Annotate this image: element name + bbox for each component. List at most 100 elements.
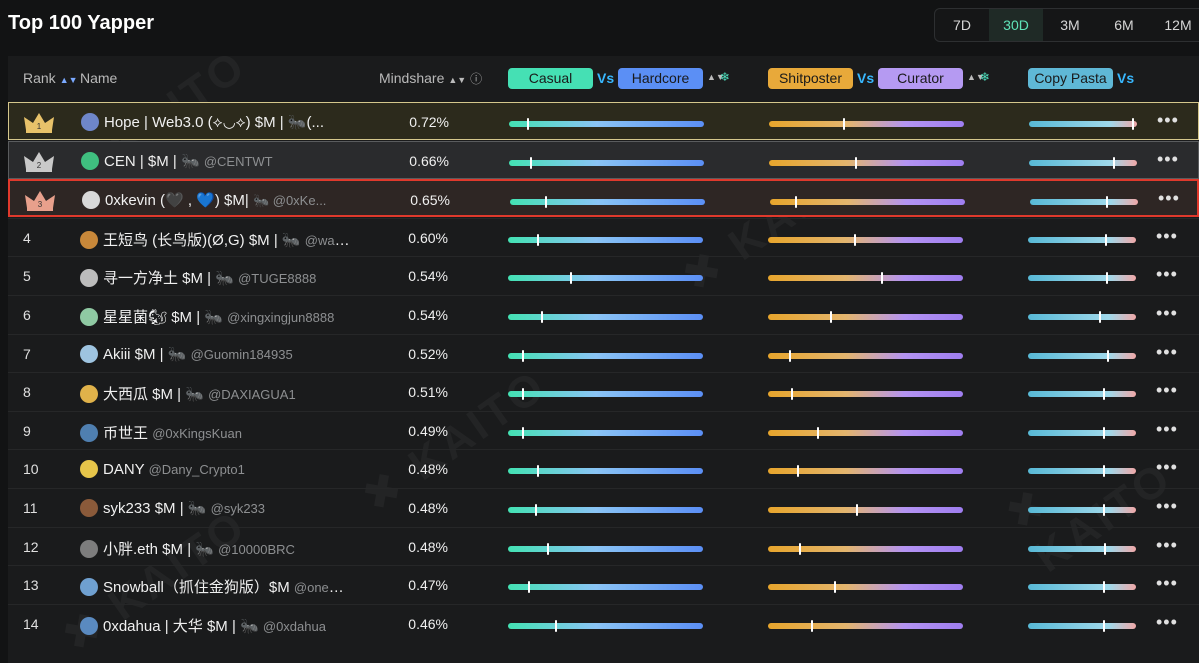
more-options-icon[interactable]: •••	[1157, 110, 1179, 130]
mindshare-value: 0.46%	[408, 615, 448, 632]
table-row[interactable]: 9 币世王 @0xKingsKuan 0.49% •••	[8, 410, 1199, 450]
sort-icon: ▲▼	[448, 75, 467, 85]
more-options-icon[interactable]: •••	[1156, 264, 1178, 285]
more-options-icon[interactable]: •••	[1156, 303, 1178, 323]
bar-marker	[1113, 156, 1116, 169]
mindshare-value: 0.48%	[408, 538, 448, 555]
copy-pasta-label: Copy Pasta	[1028, 68, 1113, 89]
more-options-icon[interactable]: •••	[1156, 573, 1178, 594]
bar-marker	[526, 118, 529, 130]
table-row[interactable]: 13 Snowball（抓住金狗版）$M @one_s... 0.47% •••	[8, 565, 1199, 604]
more-options-icon[interactable]: •••	[1156, 380, 1178, 401]
display-name: 0xkevin (🖤 , 💙) $M|	[105, 192, 249, 210]
vs-label: Vs	[1117, 70, 1135, 86]
settings-icon[interactable]: ❄	[980, 70, 991, 84]
info-icon: ⓘ	[470, 72, 483, 86]
copy-pasta-bar	[1028, 388, 1136, 401]
user-handle: @Dany_Crypto1	[148, 462, 245, 478]
more-options-icon[interactable]: •••	[1156, 611, 1178, 632]
mindshare-value: 0.47%	[408, 577, 448, 594]
period-12m[interactable]: 12M	[1164, 17, 1192, 33]
leaderboard-table: ✖ KAITO ✖ KAITO ✖ KAITO ✖ KAITO ✖ KAITO …	[8, 56, 1199, 663]
sort-icon[interactable]: ▲▼	[967, 72, 985, 82]
casual-hardcore-bar	[508, 233, 703, 246]
table-row[interactable]: 10 DANY @Dany_Crypto1 0.48% •••	[8, 449, 1199, 488]
yapper-name[interactable]: 大西瓜 $M | 🐜 @DAXIAGUA1	[80, 383, 350, 404]
yapper-name[interactable]: 王短鸟 (长鸟版)(Ø,G) $M | 🐜 @wang...	[80, 229, 350, 250]
mindshare-header[interactable]: Mindshare ▲▼ ⓘ	[379, 70, 482, 87]
more-options-icon[interactable]: •••	[1156, 418, 1178, 439]
display-name: 寻一方净土 $M | 🐜	[103, 270, 234, 288]
bar-marker	[1105, 196, 1108, 209]
copy-pasta-bar	[1028, 233, 1136, 246]
yapper-name[interactable]: DANY @Dany_Crypto1	[80, 460, 350, 479]
bar-marker	[1102, 465, 1105, 478]
rank-number: 4	[23, 229, 31, 246]
period-7d[interactable]: 7D	[953, 17, 971, 33]
display-name: CEN | $M | 🐜	[104, 152, 200, 170]
rank-number: 5	[23, 268, 31, 285]
yapper-name[interactable]: 币世王 @0xKingsKuan	[80, 422, 350, 443]
bar-marker	[810, 619, 813, 632]
bar-marker	[853, 233, 856, 246]
bar-marker	[570, 272, 573, 285]
bar-marker	[799, 542, 802, 555]
table-row[interactable]: 12 小胖.eth $M | 🐜 @10000BRC 0.48% •••	[8, 526, 1199, 566]
more-options-icon[interactable]: •••	[1156, 225, 1178, 246]
yapper-name[interactable]: syk233 $M | 🐜 @syk233	[80, 499, 350, 517]
table-row[interactable]: 14 0xdahua | 大华 $M | 🐜 @0xdahua 0.46% ••…	[8, 603, 1199, 643]
yapper-name[interactable]: Snowball（抓住金狗版）$M @one_s...	[80, 576, 350, 597]
more-options-icon[interactable]: •••	[1156, 496, 1178, 516]
yapper-name[interactable]: 星星菌🐿 $M | 🐜 @xingxingjun8888	[80, 306, 350, 327]
rank-header[interactable]: Rank ▲▼	[23, 70, 78, 86]
yapper-name[interactable]: Hope | Web3.0 (⟡◡⟡) $M | 🐜(...	[81, 113, 351, 131]
bar-marker	[1131, 118, 1134, 130]
user-handle: @one_s...	[293, 580, 350, 596]
user-handle: @wang...	[304, 232, 350, 248]
more-options-icon[interactable]: •••	[1156, 457, 1178, 478]
bar-marker	[527, 581, 530, 594]
table-row[interactable]: 7 Akiii $M | 🐜 @Guomin184935 0.52% •••	[8, 333, 1199, 373]
yapper-name[interactable]: Akiii $M | 🐜 @Guomin184935	[80, 344, 350, 363]
bar-marker	[521, 426, 524, 439]
copy-pasta-bar	[1028, 504, 1136, 516]
settings-icon[interactable]: ❄	[720, 70, 731, 84]
mindshare-header-label: Mindshare	[379, 70, 445, 86]
user-handle: @TUGE8888	[238, 271, 317, 287]
bar-marker	[791, 388, 794, 401]
table-row[interactable]: 4 王短鸟 (长鸟版)(Ø,G) $M | 🐜 @wang... 0.60% •…	[8, 217, 1199, 257]
table-row[interactable]: 11 syk233 $M | 🐜 @syk233 0.48% •••	[8, 488, 1199, 527]
period-6m[interactable]: 6M	[1114, 17, 1134, 33]
more-options-icon[interactable]: •••	[1156, 534, 1178, 555]
copy-pasta-bar	[1028, 272, 1136, 285]
mindshare-value: 0.60%	[408, 229, 448, 246]
sort-icon[interactable]: ▲▼	[707, 72, 725, 82]
yapper-name[interactable]: CEN | $M | 🐜 @CENTWT	[81, 151, 351, 170]
yapper-name[interactable]: 0xdahua | 大华 $M | 🐜 @0xdahua	[80, 615, 350, 636]
rank-number: 8	[23, 384, 31, 401]
copy-pasta-bar	[1028, 311, 1136, 323]
period-3m[interactable]: 3M	[1060, 17, 1080, 33]
table-row[interactable]: 5 寻一方净土 $M | 🐜 @TUGE8888 0.54% •••	[8, 256, 1199, 295]
yapper-name[interactable]: 小胖.eth $M | 🐜 @10000BRC	[80, 538, 350, 559]
more-options-icon[interactable]: •••	[1157, 148, 1179, 169]
shitposter-curator-bar	[769, 118, 964, 130]
table-row[interactable]: 2 CEN | $M | 🐜 @CENTWT 0.66% •••	[8, 140, 1199, 179]
copy-pasta-bar	[1028, 465, 1136, 478]
yapper-name[interactable]: 寻一方净土 $M | 🐜 @TUGE8888	[80, 267, 350, 288]
bar-marker	[797, 465, 800, 478]
table-row[interactable]: 1 Hope | Web3.0 (⟡◡⟡) $M | 🐜(... 0.72% •…	[8, 102, 1199, 140]
more-options-icon[interactable]: •••	[1156, 341, 1178, 362]
casual-hardcore-bar	[510, 196, 705, 209]
bar-marker	[530, 156, 533, 169]
avatar	[80, 269, 98, 288]
user-handle: @syk233	[210, 501, 266, 516]
shitposter-curator-bar	[768, 619, 963, 632]
table-row[interactable]: 6 星星菌🐿 $M | 🐜 @xingxingjun8888 0.54% •••	[8, 295, 1199, 334]
shitposter-curator-bar	[768, 465, 963, 478]
yapper-name[interactable]: 0xkevin (🖤 , 💙) $M| 🐜 @0xKe...	[82, 191, 352, 210]
more-options-icon[interactable]: •••	[1158, 188, 1180, 209]
period-30d[interactable]: 30D	[989, 9, 1043, 41]
table-row[interactable]: 3 0xkevin (🖤 , 💙) $M| 🐜 @0xKe... 0.65% •…	[8, 179, 1199, 218]
table-row[interactable]: 8 大西瓜 $M | 🐜 @DAXIAGUA1 0.51% •••	[8, 372, 1199, 411]
